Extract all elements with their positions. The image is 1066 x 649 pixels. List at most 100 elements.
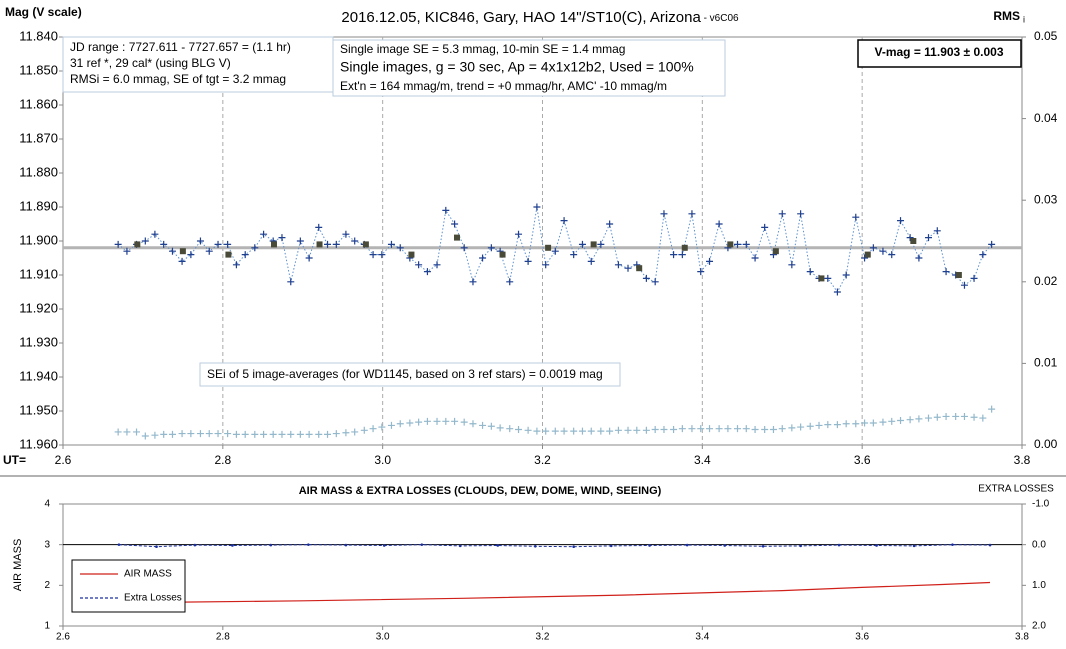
y2-tick-label: 0.04 [1034,111,1058,125]
point [151,230,159,238]
point [833,421,841,429]
x-tick-label: 3.0 [374,453,391,467]
y2-tick-label: 0.02 [1034,274,1058,288]
point [706,425,714,433]
point [724,425,732,433]
legend-label: Extra Losses [124,593,182,604]
point [415,261,423,269]
point [433,417,441,425]
y-tick-label: 11.940 [19,368,58,383]
point [970,413,978,421]
point [133,428,141,436]
point [232,430,240,438]
point [496,424,504,432]
point [578,427,586,435]
point [772,248,779,255]
point [479,254,487,262]
title-suffix: - v6C06 [701,13,739,24]
point [278,234,286,242]
point [187,251,195,259]
point [648,544,651,547]
point [296,237,304,245]
point [597,427,605,435]
point [307,543,310,546]
y2-axis-label: EXTRA LOSSES [978,484,1054,495]
point [751,254,759,262]
point [408,251,415,258]
point [727,241,734,248]
point [681,244,688,251]
point [123,428,131,436]
point [970,274,978,282]
point [533,427,541,435]
point [733,240,741,248]
point [369,251,377,259]
point [205,247,213,255]
point [278,430,286,438]
point [924,414,932,422]
point [251,244,259,252]
point [458,544,462,548]
point [287,278,295,286]
point [837,543,841,547]
point [160,430,168,438]
legend-label: AIR MASS [124,569,172,580]
stats-line: Single images, g = 30 sec, Ap = 4x1x12b2… [340,59,694,75]
point [362,241,369,248]
point [160,240,168,248]
x-tick-label: 2.6 [56,632,70,643]
y-tick-label: 11.910 [19,266,58,281]
point [897,417,905,425]
info-line: RMSi = 6.0 mmag, SE of tgt = 3.2 mmag [70,72,286,86]
y-tick-label: 4 [44,499,50,510]
point [933,413,941,421]
point [479,421,487,429]
point [955,272,962,278]
y2-tick-label: 2.0 [1032,621,1046,632]
point [915,415,923,423]
point [168,247,176,255]
point [469,420,477,428]
point [534,544,537,548]
point [685,543,689,547]
y-tick-label: 3 [44,539,50,550]
point [624,264,632,272]
point [951,543,954,546]
y2-tick-label: 1.0 [1032,580,1046,591]
point [141,237,149,245]
point [636,265,643,272]
point [715,220,723,228]
point [842,420,850,428]
point [670,425,678,433]
point [906,416,914,424]
point [270,241,277,248]
point [351,237,359,245]
point [214,430,222,438]
point [670,251,678,259]
point [897,217,905,225]
y-tick-label: 11.850 [19,62,58,77]
point [260,430,268,438]
point [915,254,923,262]
point [875,544,878,547]
point [360,426,368,434]
y-tick-label: 11.950 [19,402,58,417]
point [788,424,796,432]
point [606,427,614,435]
point [231,544,234,547]
point [151,431,159,439]
point [324,430,332,438]
point [551,247,559,255]
point [342,230,350,238]
y2-tick-label: -1.0 [1032,499,1050,510]
point [912,544,916,548]
point [778,210,786,218]
point [797,423,805,431]
point [344,543,348,547]
point [224,430,232,438]
point [660,425,668,433]
y-tick-label: 11.860 [19,96,58,111]
